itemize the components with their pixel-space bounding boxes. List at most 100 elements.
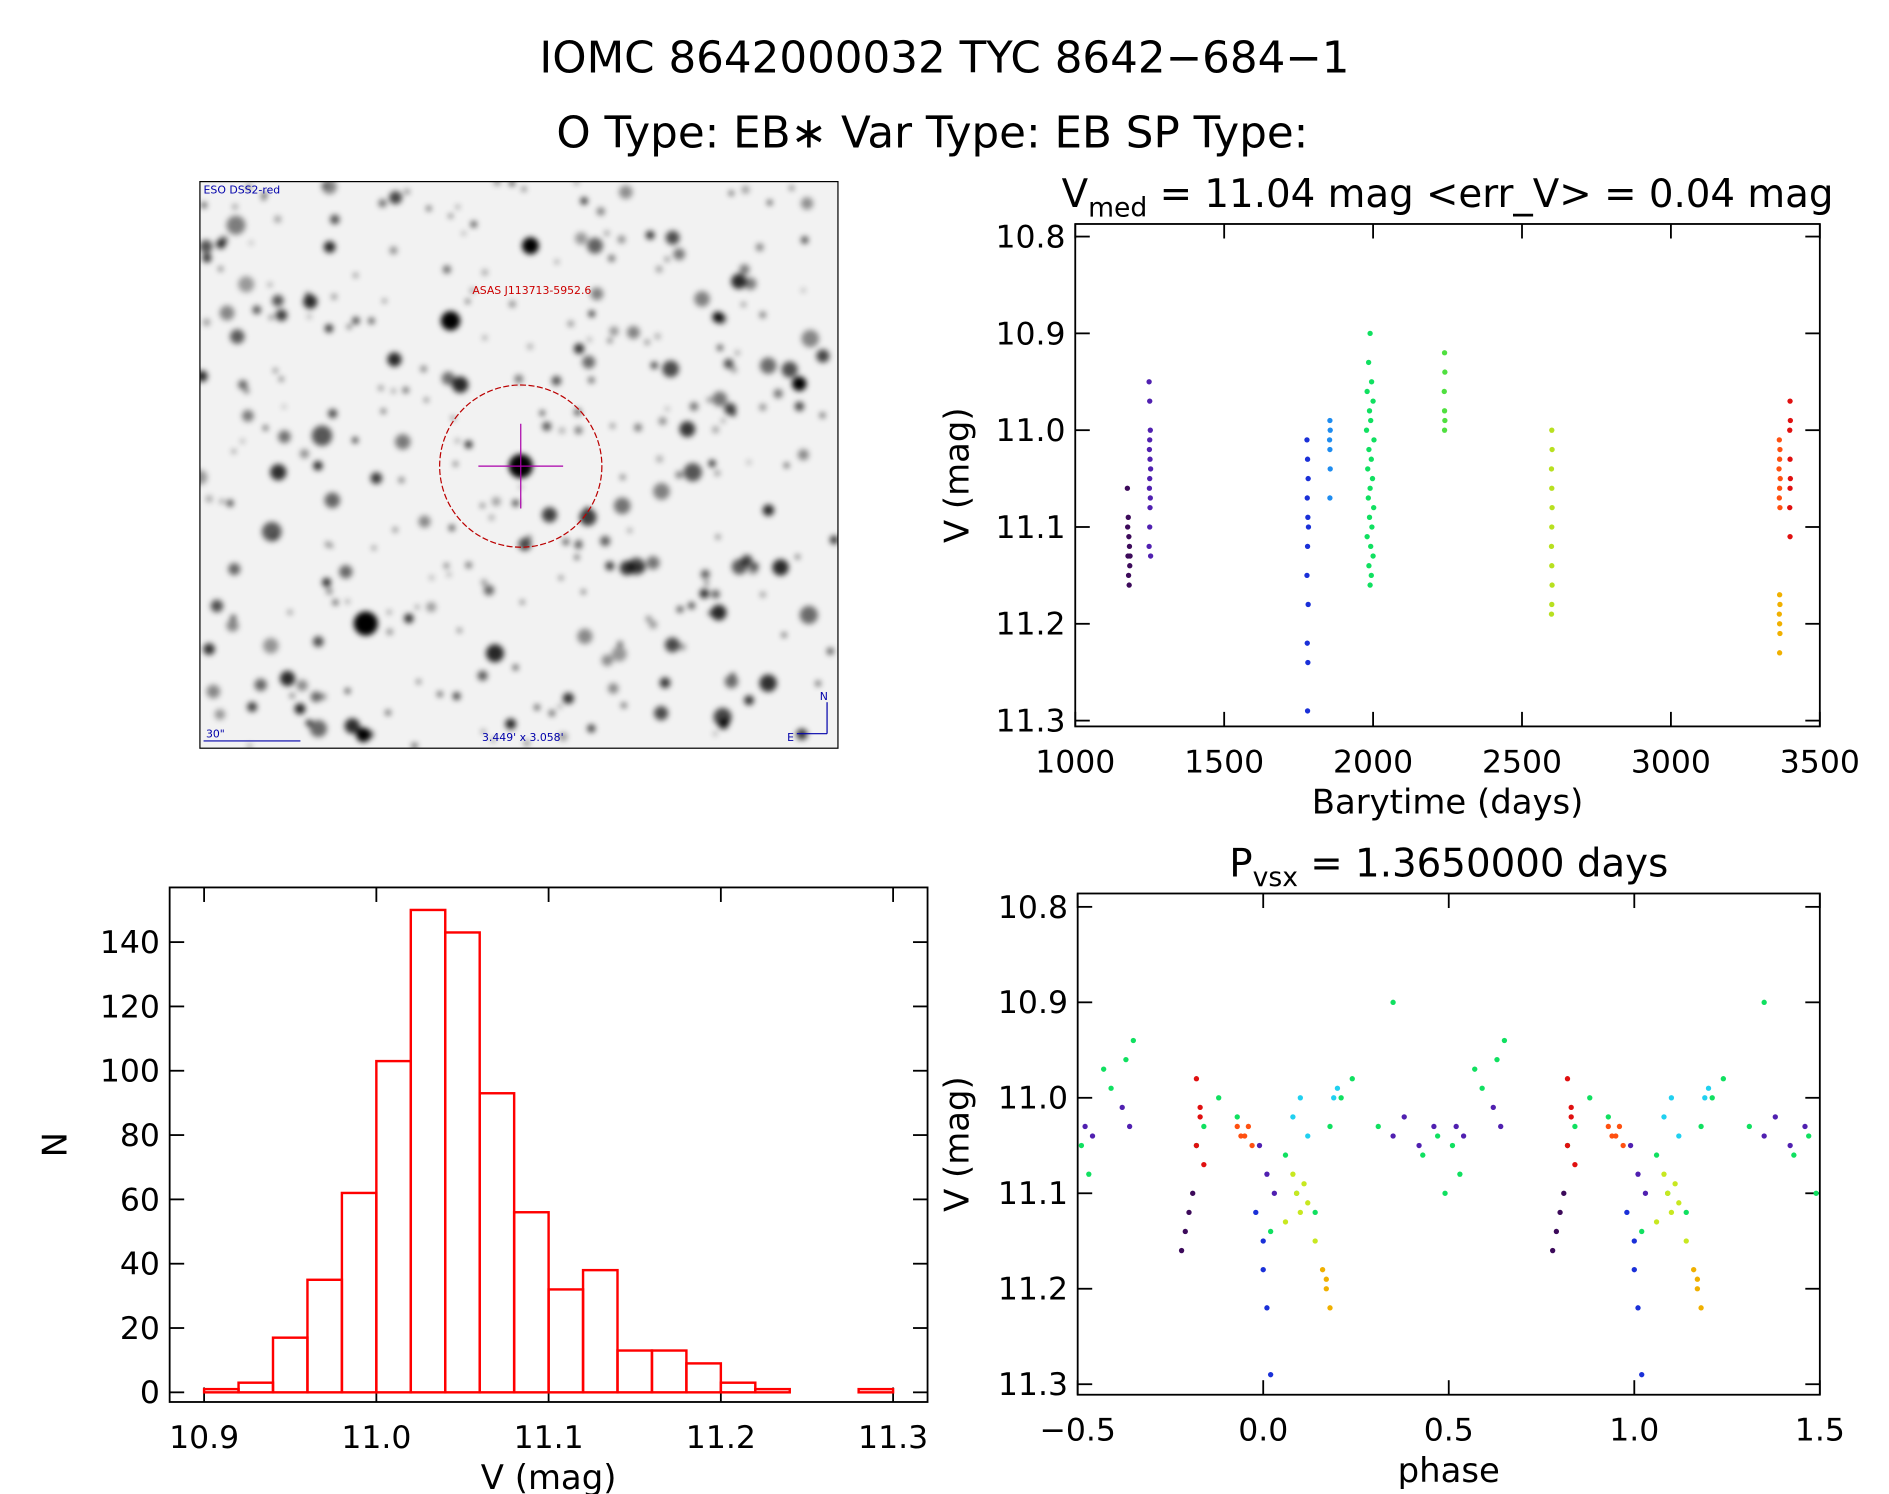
data-point (1305, 1133, 1311, 1139)
star (226, 215, 246, 235)
x-tick-label: 1.0 (1609, 1413, 1659, 1449)
data-point (1371, 504, 1377, 511)
star (310, 691, 322, 703)
star (687, 601, 696, 610)
data-point (1126, 543, 1133, 550)
star (759, 357, 777, 374)
x-tick-label: 11.0 (341, 1420, 411, 1456)
x-tick-label: 2500 (1482, 744, 1562, 780)
y-tick-label: 10.9 (998, 985, 1068, 1021)
star (712, 426, 720, 434)
data-point (1147, 475, 1153, 482)
star (781, 632, 787, 638)
star (415, 605, 420, 609)
data-point (1130, 1037, 1137, 1044)
x-tick-label: 1.5 (1795, 1413, 1845, 1449)
compass-east: E (787, 731, 794, 744)
data-point (1616, 1123, 1623, 1130)
data-point (1549, 427, 1555, 433)
star (819, 412, 826, 419)
star (558, 732, 568, 742)
star (324, 541, 331, 548)
star (567, 320, 574, 327)
bright-star (356, 727, 371, 743)
star (442, 265, 451, 274)
data-point (1305, 514, 1311, 520)
data-point (1564, 1142, 1571, 1149)
star (509, 300, 516, 308)
chart-title: Pvsx = 1.3650000 days (1229, 842, 1668, 894)
star (389, 191, 403, 205)
star (326, 588, 333, 595)
data-point (1271, 1190, 1278, 1196)
data-point (1441, 388, 1447, 395)
data-point (1238, 1133, 1244, 1139)
y-tick-label: 20 (120, 1311, 160, 1347)
data-point (1694, 1286, 1701, 1292)
data-point (1549, 446, 1555, 453)
star (249, 241, 253, 245)
star (759, 311, 766, 319)
data-point (1126, 534, 1132, 540)
field-size: 3.449' x 3.058' (482, 731, 564, 744)
star (441, 371, 455, 385)
star (274, 215, 282, 223)
x-tick-label: 10.9 (169, 1420, 239, 1456)
data-point (1587, 1095, 1593, 1101)
title-main: P (1229, 842, 1252, 887)
y-tick-label: 40 (120, 1247, 160, 1283)
star (491, 496, 501, 507)
page-subtitle: O Type: EB∗ Var Type: EB SP Type: (556, 109, 1308, 159)
data-point (1472, 1066, 1478, 1072)
data-point (1813, 1190, 1819, 1196)
star (679, 421, 696, 438)
data-point (1366, 514, 1373, 520)
data-point (1561, 1190, 1567, 1196)
histogram-bar (237, 1381, 275, 1394)
star (596, 207, 605, 216)
star (744, 695, 754, 706)
star (724, 403, 737, 415)
data-point (1635, 1171, 1641, 1177)
data-point (1620, 1142, 1626, 1149)
data-point (1420, 1152, 1426, 1158)
star (815, 680, 822, 687)
star (205, 495, 213, 503)
star (728, 190, 734, 196)
data-point (1390, 1133, 1396, 1139)
star (230, 329, 245, 344)
data-point (1267, 1372, 1274, 1378)
star (579, 508, 597, 526)
star (794, 401, 805, 412)
star (512, 664, 519, 671)
data-point (1368, 543, 1374, 550)
data-point (1234, 1114, 1240, 1120)
star (385, 709, 391, 716)
star (378, 385, 384, 391)
star (455, 438, 460, 444)
star (605, 561, 615, 571)
data-point (1312, 1238, 1318, 1244)
data-point (1366, 446, 1372, 453)
data-point (1642, 1190, 1649, 1196)
data-point (1431, 1123, 1437, 1130)
data-point (1479, 1085, 1485, 1091)
star (465, 299, 470, 304)
data-point (1672, 1181, 1678, 1187)
star (232, 204, 238, 210)
star (627, 557, 646, 575)
data-point (1457, 1171, 1463, 1177)
star (645, 615, 652, 622)
data-point (1146, 543, 1152, 550)
data-point (1369, 475, 1376, 482)
star (465, 562, 472, 569)
star (344, 718, 360, 734)
star (305, 719, 313, 727)
star (704, 581, 709, 585)
star (426, 206, 432, 211)
data-point (1442, 369, 1448, 375)
data-point (1125, 524, 1131, 530)
data-point (1787, 456, 1793, 462)
star (386, 628, 393, 635)
